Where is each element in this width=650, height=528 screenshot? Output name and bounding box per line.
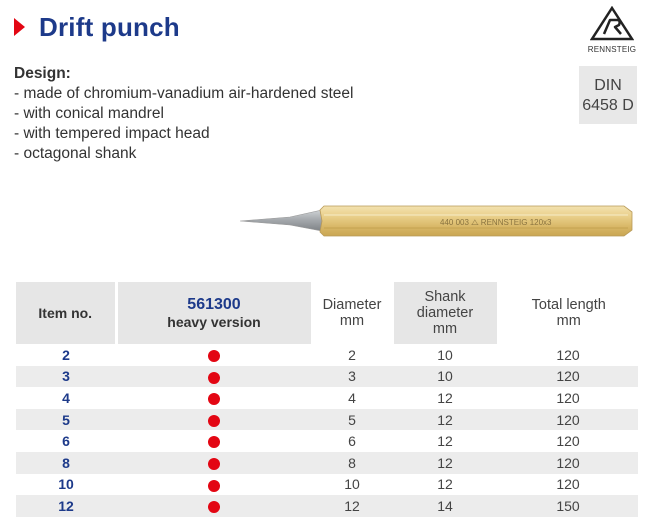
table-row: 3 3 10 120	[16, 365, 638, 388]
article-variant: heavy version	[167, 314, 261, 330]
item-number: 6	[62, 433, 70, 450]
item-number: 12	[16, 495, 116, 517]
length-cell: 120	[556, 346, 580, 363]
table-row: 12 12 14 150	[16, 495, 638, 517]
length-cell: 120	[498, 408, 638, 431]
table-row: 6 6 12 120	[16, 430, 638, 452]
col-article-header: 561300 heavy version	[114, 282, 314, 344]
item-number: 2	[62, 346, 70, 363]
title-row: Drift punch	[14, 10, 180, 44]
rennsteig-logo-icon	[589, 5, 635, 41]
availability-cell	[116, 474, 312, 496]
col-length-header: Total length mm	[531, 297, 606, 329]
article-number: 561300	[187, 296, 241, 313]
table-row: 8 8 12 120	[16, 451, 638, 474]
item-number: 3	[16, 365, 116, 388]
diameter-cell: 6	[348, 433, 356, 450]
availability-cell	[116, 365, 312, 388]
diameter-cell: 3	[312, 365, 392, 388]
table-row: 5 5 12 120	[16, 408, 638, 431]
shank-cell: 12	[392, 408, 498, 431]
diameter-cell: 5	[312, 408, 392, 431]
col-shank-header: Shank diameter mm	[390, 282, 500, 344]
shank-cell: 12	[392, 451, 498, 474]
item-number: 5	[16, 408, 116, 431]
chevron-right-icon	[14, 18, 25, 36]
shank-cell: 14	[392, 495, 498, 517]
product-table: Item no. 561300 heavy version Diameter mm…	[16, 282, 638, 517]
length-cell: 120	[498, 451, 638, 474]
shank-cell: 10	[392, 365, 498, 388]
standard-badge: DIN 6458 D	[579, 66, 637, 124]
brand-logo: RENNSTEIG	[586, 5, 638, 54]
availability-cell	[116, 430, 312, 452]
availability-cell	[116, 451, 312, 474]
length-cell: 120	[556, 476, 580, 493]
shank-cell: 12	[437, 476, 453, 493]
available-dot-icon	[208, 371, 220, 384]
design-item: - octagonal shank	[14, 145, 137, 162]
item-number: 8	[16, 451, 116, 474]
available-dot-icon	[208, 393, 220, 406]
shank-cell: 10	[437, 346, 453, 363]
shank-cell: 12	[437, 389, 453, 406]
length-cell: 120	[556, 389, 580, 406]
diameter-cell: 10	[344, 476, 360, 493]
design-item: - with tempered impact head	[14, 125, 210, 142]
table-row: 4 4 12 120	[16, 387, 638, 409]
availability-cell	[116, 344, 312, 366]
availability-cell	[116, 387, 312, 409]
item-number: 4	[62, 389, 70, 406]
diameter-cell: 2	[348, 346, 356, 363]
design-section: Design: - made of chromium-vanadium air-…	[14, 64, 353, 164]
available-dot-icon	[208, 436, 220, 449]
standard-line1: DIN	[594, 77, 622, 94]
engraving-text: 440 003 ⧍ RENNSTEIG 120x3	[440, 218, 552, 227]
diameter-cell: 4	[348, 389, 356, 406]
availability-cell	[116, 495, 312, 517]
length-cell: 120	[498, 365, 638, 388]
shank-cell: 12	[437, 433, 453, 450]
design-item: - with conical mandrel	[14, 105, 164, 122]
available-dot-icon	[208, 479, 220, 492]
page-title: Drift punch	[39, 11, 180, 42]
length-cell: 150	[498, 495, 638, 517]
item-number: 10	[58, 476, 74, 493]
diameter-cell: 8	[312, 451, 392, 474]
available-dot-icon	[208, 501, 220, 514]
design-heading: Design:	[14, 65, 71, 82]
col-diameter-header: Diameter mm	[322, 297, 382, 329]
table-row: 10 10 12 120	[16, 474, 638, 496]
availability-cell	[116, 408, 312, 431]
design-item: - made of chromium-vanadium air-hardened…	[14, 85, 354, 102]
drift-punch-image: 440 003 ⧍ RENNSTEIG 120x3	[239, 205, 633, 237]
diameter-cell: 12	[312, 495, 392, 517]
standard-line2: 6458 D	[582, 97, 634, 114]
brand-name: RENNSTEIG	[587, 45, 637, 54]
available-dot-icon	[208, 458, 220, 471]
length-cell: 120	[556, 433, 580, 450]
table-header-row: Item no. 561300 heavy version Diameter mm…	[16, 282, 638, 344]
available-dot-icon	[208, 414, 220, 427]
col-item-header: Item no.	[16, 282, 116, 344]
table-row: 2 2 10 120	[16, 344, 638, 366]
available-dot-icon	[208, 350, 220, 363]
